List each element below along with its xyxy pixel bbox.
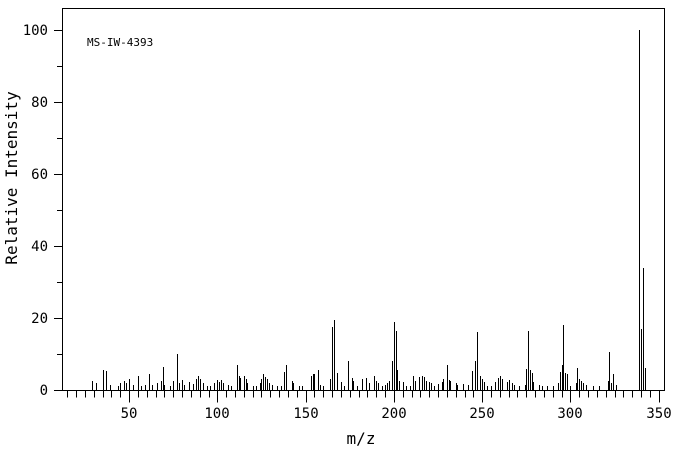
x-axis-tick-label: 250 bbox=[469, 406, 494, 422]
x-axis-title: m/z bbox=[347, 429, 376, 448]
y-axis-tick-label: 60 bbox=[31, 167, 48, 183]
y-axis-tick-label: 100 bbox=[23, 23, 48, 39]
x-axis-tick-label: 350 bbox=[646, 406, 671, 422]
y-axis-tick-label: 40 bbox=[31, 239, 48, 255]
x-axis-tick-label: 300 bbox=[557, 406, 582, 422]
y-axis-tick-label: 20 bbox=[31, 311, 48, 327]
y-axis-tick-label: 80 bbox=[31, 95, 48, 111]
spectrum-id-label: MS-IW-4393 bbox=[87, 36, 153, 49]
y-axis-title: Relative Intensity bbox=[2, 91, 21, 265]
x-axis-tick-label: 100 bbox=[204, 406, 229, 422]
plot-border bbox=[62, 8, 665, 391]
x-axis-tick-label: 150 bbox=[293, 406, 318, 422]
plot-generated-layer: 0 20 40 60 80 100 50 100 150 200 250 300 350 bbox=[23, 8, 672, 422]
x-axis-tick-label: 50 bbox=[121, 406, 138, 422]
y-axis-tick-label: 0 bbox=[40, 383, 48, 399]
x-axis-tick-label: 200 bbox=[381, 406, 406, 422]
